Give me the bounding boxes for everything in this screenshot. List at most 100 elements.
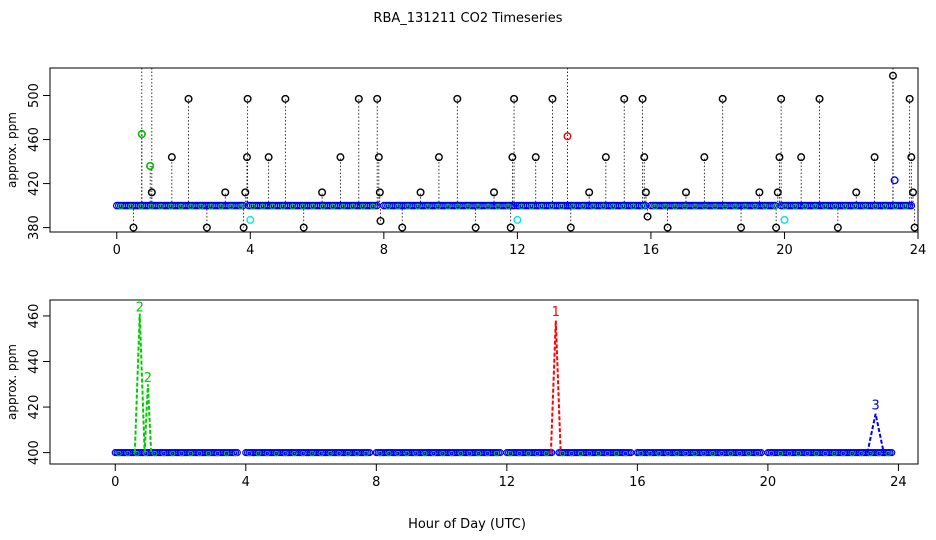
spike-point bbox=[888, 71, 897, 80]
spike-point bbox=[910, 223, 919, 232]
highlight-point bbox=[890, 176, 899, 185]
spike-point bbox=[797, 153, 806, 162]
baseline-point bbox=[309, 450, 315, 457]
baseline-point bbox=[228, 203, 234, 210]
spike-point bbox=[638, 94, 647, 103]
baseline-point bbox=[777, 450, 784, 457]
baseline-point bbox=[448, 450, 455, 457]
baseline-point bbox=[813, 450, 820, 457]
baseline-point bbox=[862, 203, 869, 210]
baseline-point bbox=[782, 203, 789, 210]
baseline-point bbox=[510, 201, 518, 210]
baseline-point bbox=[902, 203, 909, 210]
spike-point bbox=[908, 188, 917, 197]
baseline-point bbox=[888, 449, 896, 457]
baseline-point bbox=[167, 203, 174, 210]
baseline-point bbox=[548, 203, 555, 210]
baseline-point bbox=[752, 203, 758, 210]
baseline-point bbox=[882, 203, 889, 210]
baseline-point bbox=[831, 450, 837, 457]
spike-point bbox=[129, 223, 138, 232]
baseline-point bbox=[157, 203, 164, 210]
baseline-point bbox=[872, 203, 879, 210]
x-tick-label: 16 bbox=[643, 243, 660, 258]
spike-point bbox=[264, 153, 273, 162]
series-line bbox=[866, 413, 885, 453]
spike-point bbox=[620, 94, 629, 103]
baseline-point bbox=[525, 450, 532, 457]
spike-point bbox=[737, 223, 746, 232]
baseline-point bbox=[610, 203, 617, 210]
spike-point bbox=[490, 188, 499, 197]
baseline-point bbox=[736, 450, 743, 457]
y-tick-label: 440 bbox=[27, 349, 42, 374]
baseline-point bbox=[169, 450, 176, 457]
spike-point bbox=[281, 94, 290, 103]
y-tick-label: 500 bbox=[27, 83, 42, 108]
spike-point bbox=[506, 223, 515, 232]
baseline-point bbox=[516, 450, 523, 457]
series-line bbox=[549, 320, 562, 453]
baseline-point bbox=[249, 203, 256, 210]
baseline-point bbox=[457, 450, 464, 457]
baseline-point bbox=[127, 203, 134, 210]
baseline-point bbox=[116, 450, 122, 457]
x-tick-label: 4 bbox=[246, 243, 254, 258]
y-tick-label: 420 bbox=[27, 171, 42, 196]
baseline-point bbox=[238, 203, 244, 210]
spike-point bbox=[376, 216, 385, 225]
baseline-point bbox=[475, 450, 482, 457]
baseline-point bbox=[339, 203, 346, 210]
baseline-point bbox=[832, 203, 839, 210]
highlight-point bbox=[137, 130, 146, 139]
baseline-point bbox=[414, 203, 421, 210]
x-tick-label: 20 bbox=[760, 475, 777, 490]
baseline-point bbox=[538, 203, 545, 210]
baseline-point bbox=[674, 450, 680, 457]
baseline-point bbox=[345, 450, 351, 457]
baseline-point bbox=[534, 450, 541, 457]
baseline-point bbox=[577, 450, 584, 457]
baseline-point bbox=[319, 203, 326, 210]
baseline-point bbox=[613, 450, 620, 457]
baseline-point bbox=[445, 203, 451, 210]
baseline-point bbox=[300, 450, 306, 457]
baseline-point bbox=[273, 450, 279, 457]
y-tick-label: 460 bbox=[27, 304, 42, 329]
spike-point bbox=[548, 94, 557, 103]
spike-point bbox=[239, 223, 248, 232]
baseline-point bbox=[496, 449, 504, 457]
baseline-point bbox=[143, 450, 149, 457]
baseline-point bbox=[466, 450, 473, 457]
baseline-point bbox=[208, 203, 214, 210]
baseline-point bbox=[404, 203, 411, 210]
baseline-point bbox=[907, 201, 916, 210]
baseline-point bbox=[840, 450, 846, 457]
spike-point bbox=[336, 153, 345, 162]
baseline-point bbox=[742, 203, 748, 210]
baseline-point bbox=[255, 450, 262, 457]
spike-point bbox=[907, 153, 916, 162]
baseline-point bbox=[568, 450, 575, 457]
baseline-point bbox=[885, 450, 891, 457]
x-tick-label: 12 bbox=[499, 475, 516, 490]
baseline-point bbox=[422, 450, 428, 457]
baseline-point bbox=[858, 450, 864, 457]
baseline-point bbox=[455, 203, 461, 210]
baseline-point bbox=[804, 450, 811, 457]
baseline-point bbox=[802, 203, 809, 210]
spike-point bbox=[167, 153, 176, 162]
baseline-point bbox=[259, 203, 266, 210]
baseline-point bbox=[647, 450, 653, 457]
baseline-point bbox=[849, 450, 855, 457]
baseline-point bbox=[600, 203, 607, 210]
baseline-point bbox=[558, 203, 565, 210]
baseline-point bbox=[484, 450, 491, 457]
x-tick-label: 8 bbox=[372, 475, 380, 490]
spike-point bbox=[318, 188, 327, 197]
baseline-point bbox=[682, 203, 688, 210]
spike-point bbox=[531, 153, 540, 162]
spike-point bbox=[640, 153, 649, 162]
series-label: 3 bbox=[871, 398, 879, 413]
